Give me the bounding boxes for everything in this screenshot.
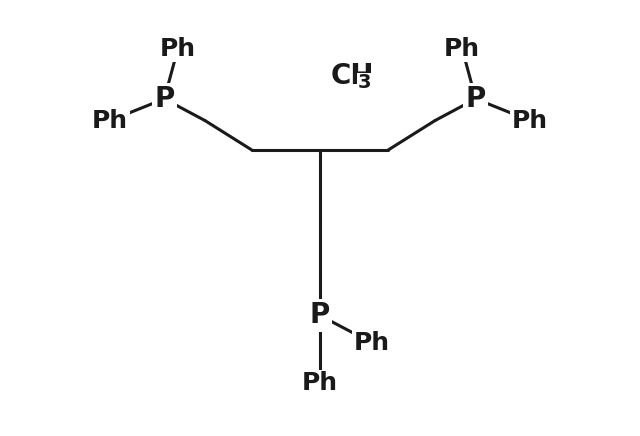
- Text: P: P: [465, 85, 486, 113]
- Text: Ph: Ph: [512, 109, 548, 133]
- Text: Ph: Ph: [302, 371, 338, 395]
- Text: Ph: Ph: [444, 37, 480, 61]
- Text: P: P: [310, 301, 330, 330]
- Text: Ph: Ph: [92, 109, 128, 133]
- Text: 3: 3: [357, 73, 371, 92]
- Text: Ph: Ph: [160, 37, 196, 61]
- Text: P: P: [154, 85, 175, 113]
- Text: Ph: Ph: [353, 330, 390, 354]
- Text: CH: CH: [331, 62, 374, 90]
